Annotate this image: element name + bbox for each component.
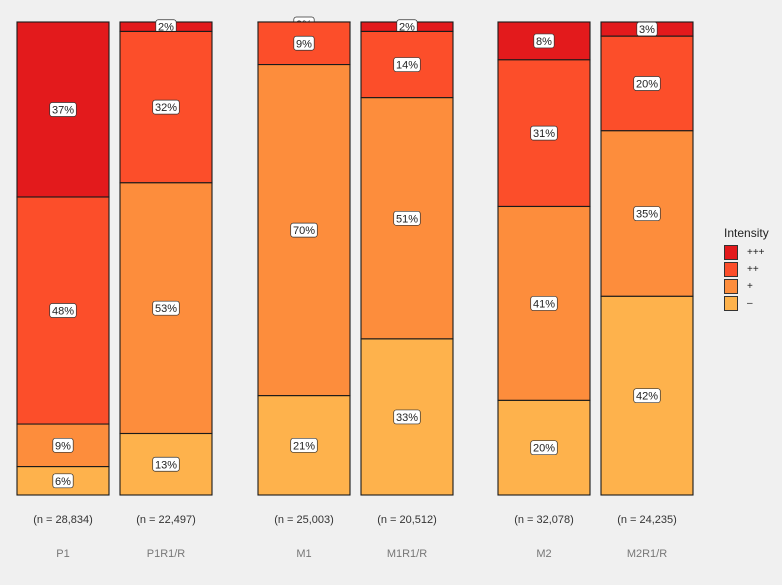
category-label: M2R1/R bbox=[627, 548, 667, 560]
legend-label: + bbox=[747, 281, 753, 292]
data-label-box bbox=[530, 440, 558, 456]
n-label: (n = 20,512) bbox=[377, 514, 437, 526]
data-label: 20% bbox=[533, 443, 555, 455]
data-label: 42% bbox=[636, 391, 658, 403]
data-label: 70% bbox=[293, 225, 315, 237]
data-label: 13% bbox=[155, 459, 177, 471]
data-label: 21% bbox=[293, 440, 315, 452]
data-label: 48% bbox=[52, 306, 74, 318]
n-label: (n = 25,003) bbox=[274, 514, 334, 526]
data-label: 20% bbox=[636, 78, 658, 90]
data-label: 32% bbox=[155, 102, 177, 114]
category-label: P1R1/R bbox=[147, 548, 186, 560]
category-label: M1R1/R bbox=[387, 548, 427, 560]
legend-item: +++ bbox=[724, 244, 765, 261]
legend-item: – bbox=[724, 295, 765, 312]
data-label: 14% bbox=[396, 60, 418, 72]
data-label-box bbox=[393, 409, 421, 425]
legend-label: – bbox=[747, 298, 753, 309]
data-label-box bbox=[530, 125, 558, 141]
data-label-box bbox=[393, 210, 421, 226]
data-label: 9% bbox=[296, 38, 312, 50]
data-label-box bbox=[633, 76, 661, 91]
legend-item: ++ bbox=[724, 261, 765, 278]
data-label-box bbox=[293, 35, 315, 51]
data-label: 8% bbox=[536, 36, 552, 48]
category-label: M2 bbox=[536, 548, 551, 560]
category-label: M1 bbox=[296, 548, 311, 560]
legend-swatch bbox=[724, 279, 738, 294]
data-label-box bbox=[152, 300, 180, 316]
legend-title: Intensity bbox=[724, 226, 769, 240]
data-label: 6% bbox=[55, 476, 71, 488]
data-label: 2% bbox=[399, 22, 415, 34]
n-label: (n = 22,497) bbox=[136, 514, 196, 526]
category-label: P1 bbox=[56, 548, 69, 560]
legend-swatch bbox=[724, 296, 738, 311]
data-label-box bbox=[633, 388, 661, 404]
data-label: 53% bbox=[155, 303, 177, 315]
data-label: 51% bbox=[396, 213, 418, 225]
data-label-box bbox=[152, 456, 180, 472]
data-label-box bbox=[530, 296, 558, 311]
data-label-box bbox=[49, 303, 77, 318]
data-label-box bbox=[633, 206, 661, 221]
data-label: 2% bbox=[158, 22, 174, 34]
data-label-box bbox=[393, 57, 421, 72]
data-label: 31% bbox=[533, 128, 555, 140]
data-label: 3% bbox=[639, 24, 655, 36]
data-label: 37% bbox=[52, 105, 74, 117]
n-label: (n = 24,235) bbox=[617, 514, 677, 526]
legend-label: +++ bbox=[747, 247, 765, 258]
data-label: 9% bbox=[55, 440, 71, 452]
legend: +++ ++ + – bbox=[724, 244, 765, 312]
legend-label: ++ bbox=[747, 264, 759, 275]
data-label-box bbox=[290, 437, 318, 453]
legend-item: + bbox=[724, 278, 765, 295]
data-label-box bbox=[52, 473, 74, 489]
data-label: 33% bbox=[396, 412, 418, 424]
data-label: 41% bbox=[533, 298, 555, 310]
data-label: 35% bbox=[636, 209, 658, 221]
n-label: (n = 32,078) bbox=[514, 514, 574, 526]
data-label-box bbox=[52, 437, 74, 453]
data-label-box bbox=[533, 33, 555, 49]
data-label-box bbox=[290, 222, 318, 238]
legend-swatch bbox=[724, 245, 738, 260]
data-label-box bbox=[152, 99, 180, 115]
legend-swatch bbox=[724, 262, 738, 277]
n-label: (n = 28,834) bbox=[33, 514, 93, 526]
data-label-box bbox=[49, 102, 77, 117]
